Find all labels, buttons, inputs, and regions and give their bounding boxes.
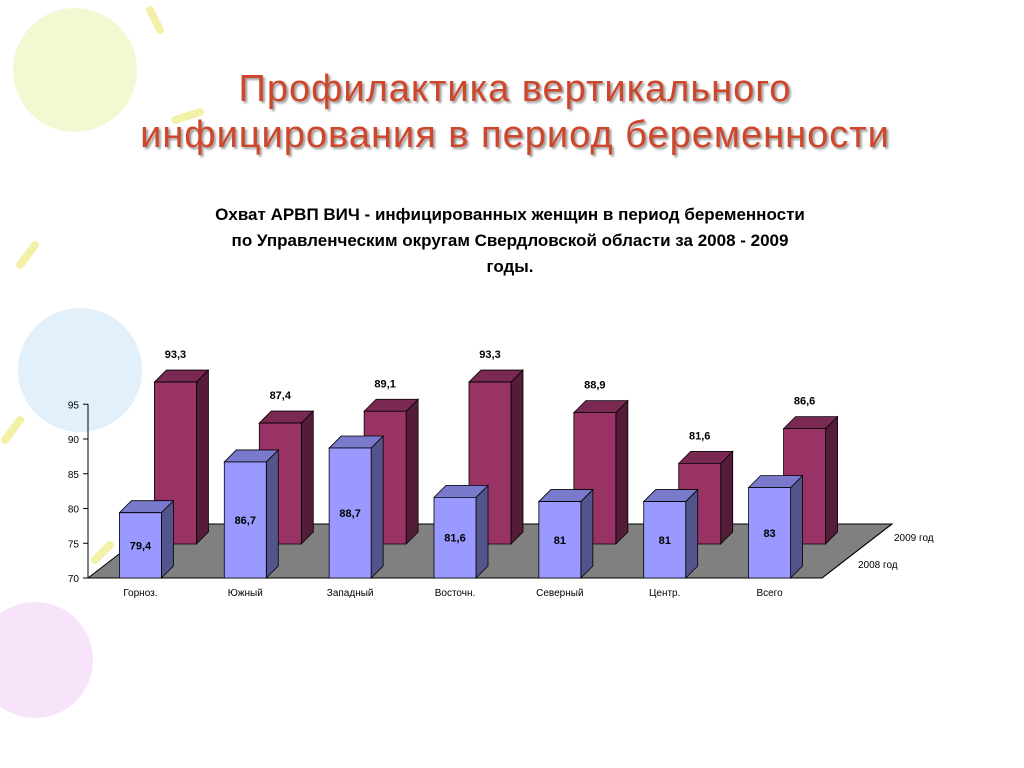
bar-front-face [433, 496, 477, 579]
legend-series-2008: 2008 год [858, 560, 898, 571]
balloon-purple-decoration [0, 602, 93, 718]
bar-side-face [510, 369, 524, 545]
bar-side-face [370, 435, 384, 579]
bar-front [118, 499, 175, 579]
data-label-2008: 79,4 [130, 540, 152, 552]
bar-front [223, 448, 280, 579]
bar-front-face [223, 461, 267, 579]
bar-front-face [328, 447, 372, 579]
bar-side-face [825, 415, 838, 545]
bar-front-face [538, 501, 582, 579]
data-label-2009: 89,1 [374, 378, 395, 390]
bar-front [433, 484, 489, 579]
y-tick-label: 80 [68, 505, 80, 516]
data-label-2009: 88,9 [584, 380, 605, 392]
data-label-2008: 86,7 [235, 515, 256, 527]
slide-title-line: инфицирования в период беременности [140, 114, 890, 156]
x-tick-label: Всего [756, 588, 783, 599]
balloon-blue-decoration [18, 308, 142, 432]
bar-front-face [748, 487, 791, 579]
chart-title-line: годы. [486, 257, 534, 276]
x-tick-label: Северный [536, 588, 583, 599]
data-label-2008: 88,7 [339, 508, 360, 520]
chart-title-line: Охват АРВП ВИЧ - инфицированных женщин в… [215, 205, 805, 224]
data-label-2009: 87,4 [270, 390, 292, 402]
data-label-2009: 81,6 [689, 430, 710, 442]
data-label-2009: 86,6 [794, 396, 815, 408]
data-label-2008: 81 [554, 535, 566, 547]
data-label-2009: 93,3 [165, 349, 186, 361]
bar-front [537, 488, 594, 579]
bar-side-face [790, 474, 803, 579]
bar-side-face [615, 399, 629, 545]
x-tick-label: Центр. [649, 588, 680, 599]
chart-title: Охват АРВП ВИЧ - инфицированных женщин в… [130, 202, 890, 280]
data-label-2008: 81 [659, 535, 671, 547]
x-tick-label: Западный [327, 588, 374, 599]
bar-front-face [119, 512, 162, 579]
y-tick-label: 70 [68, 574, 80, 585]
y-tick-label: 90 [68, 435, 80, 446]
legend-series-2009: 2009 год [894, 533, 934, 544]
y-tick-label: 95 [68, 400, 80, 411]
x-tick-label: Горноз. [123, 588, 157, 599]
bar-side-face [475, 484, 489, 579]
bar-front-face [643, 501, 687, 579]
bar-front [642, 488, 699, 579]
bar-side-face [580, 488, 594, 579]
bar-side-face [265, 448, 279, 579]
data-label-2008: 81,6 [444, 533, 465, 545]
data-label-2008: 83 [763, 528, 775, 540]
y-tick-label: 75 [68, 539, 80, 550]
bar-front [328, 435, 385, 579]
data-label-2009: 93,3 [479, 349, 500, 361]
star-burst-decoration [1, 6, 204, 564]
bar-side-face [405, 398, 419, 545]
slide-title: Профилактика вертикального инфицирования… [60, 66, 970, 158]
bar-side-face [300, 410, 314, 545]
balloon-yellow-decoration [13, 8, 137, 132]
depth-axis [821, 523, 893, 579]
slide-title-line: Профилактика вертикального [238, 68, 792, 110]
x-tick-label: Южный [228, 588, 263, 599]
bar-side-face [196, 369, 209, 545]
x-tick-label: Восточн. [435, 588, 476, 599]
bar-side-face [720, 450, 734, 545]
bar-front [747, 474, 804, 579]
y-tick-label: 85 [68, 470, 80, 481]
bar-side-face [161, 499, 174, 579]
bar-side-face [685, 488, 699, 579]
chart-title-line: по Управленческим округам Свердловской о… [231, 231, 789, 250]
